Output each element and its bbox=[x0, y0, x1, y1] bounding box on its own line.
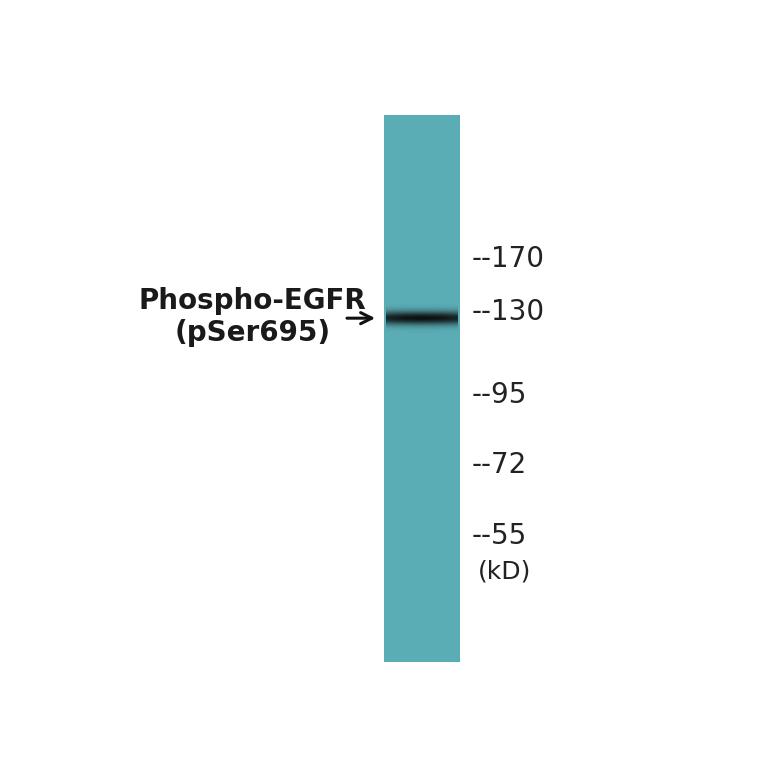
Text: Phospho-EGFR: Phospho-EGFR bbox=[138, 286, 366, 315]
Text: --95: --95 bbox=[471, 380, 527, 409]
Text: (pSer695): (pSer695) bbox=[174, 319, 331, 347]
Text: --130: --130 bbox=[471, 298, 545, 326]
Text: --55: --55 bbox=[471, 522, 526, 550]
Text: (kD): (kD) bbox=[478, 559, 531, 583]
Text: --170: --170 bbox=[471, 245, 545, 274]
Text: --72: --72 bbox=[471, 452, 526, 479]
Bar bbox=[384, 115, 460, 662]
